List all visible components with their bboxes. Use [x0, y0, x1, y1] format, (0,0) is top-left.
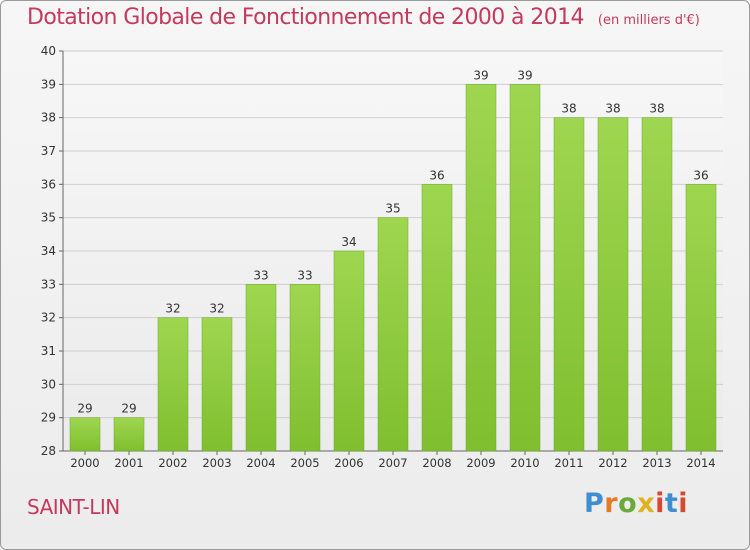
bar-2011: [553, 117, 585, 452]
y-tick-label: 36: [41, 177, 56, 191]
bar-2009: [465, 84, 497, 452]
x-tick-label: 2000: [70, 456, 99, 470]
bar-2000: [69, 417, 101, 452]
proxiti-logo: Proxiti: [584, 488, 689, 519]
bar-2001: [113, 417, 145, 452]
y-tick-label: 29: [41, 411, 56, 425]
y-tick-label: 35: [41, 211, 56, 225]
bar-value-label: 29: [121, 402, 136, 416]
bar-value-label: 38: [649, 102, 664, 116]
bar-2013: [641, 117, 673, 452]
commune-name: SAINT-LIN: [27, 495, 120, 519]
x-tick-label: 2009: [466, 456, 495, 470]
bar-value-label: 38: [561, 102, 576, 116]
y-tick-label: 37: [41, 144, 56, 158]
bar-2014: [685, 184, 717, 452]
bar-value-label: 32: [209, 302, 224, 316]
x-tick-label: 2012: [598, 456, 627, 470]
bar-value-label: 33: [253, 268, 268, 282]
x-tick-label: 2008: [422, 456, 451, 470]
bar-2008: [421, 184, 453, 452]
bar-2010: [509, 84, 541, 452]
bar-value-label: 36: [693, 168, 708, 182]
y-tick-label: 34: [41, 244, 56, 258]
bar-2004: [245, 284, 277, 452]
x-tick-label: 2010: [510, 456, 539, 470]
bar-2007: [377, 217, 409, 452]
x-tick-label: 2005: [290, 456, 319, 470]
bar-value-label: 33: [297, 268, 312, 282]
bar-value-label: 39: [473, 68, 488, 82]
bar-2003: [201, 317, 233, 452]
y-tick-label: 33: [41, 277, 56, 291]
bar-value-label: 39: [517, 68, 532, 82]
x-tick-label: 2014: [686, 456, 715, 470]
x-tick-label: 2002: [158, 456, 187, 470]
y-tick-label: 32: [41, 311, 56, 325]
bar-2006: [333, 250, 365, 452]
bar-2005: [289, 284, 321, 452]
chart-title-text: Dotation Globale de Fonctionnement de 20…: [27, 5, 585, 30]
x-tick-label: 2007: [378, 456, 407, 470]
y-tick-label: 40: [41, 44, 56, 58]
chart-unit-note: (en milliers d'€): [597, 13, 700, 28]
x-tick-label: 2003: [202, 456, 231, 470]
bar-value-label: 38: [605, 102, 620, 116]
x-tick-label: 2004: [246, 456, 275, 470]
y-tick-label: 30: [41, 377, 56, 391]
x-tick-label: 2006: [334, 456, 363, 470]
y-tick-label: 31: [41, 344, 56, 358]
y-tick-label: 39: [41, 77, 56, 91]
bar-2002: [157, 317, 189, 452]
chart-title: Dotation Globale de Fonctionnement de 20…: [27, 5, 700, 30]
bar-2012: [597, 117, 629, 452]
x-tick-label: 2013: [642, 456, 671, 470]
x-tick-label: 2001: [114, 456, 143, 470]
x-tick-label: 2011: [554, 456, 583, 470]
bar-value-label: 34: [341, 235, 356, 249]
bar-value-label: 36: [429, 168, 444, 182]
bar-value-label: 29: [77, 402, 92, 416]
bar-value-label: 35: [385, 202, 400, 216]
y-tick-label: 28: [41, 444, 56, 458]
y-tick-label: 38: [41, 111, 56, 125]
bar-value-label: 32: [165, 302, 180, 316]
